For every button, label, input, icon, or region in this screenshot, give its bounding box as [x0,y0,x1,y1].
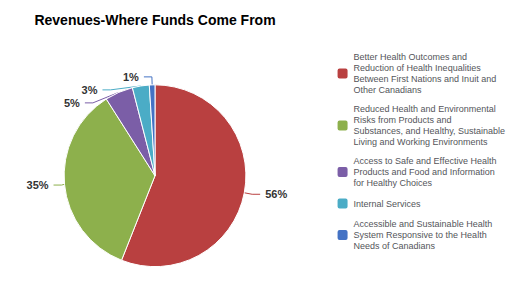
svg-text:Products and Food and Informat: Products and Food and Information [354,167,495,177]
svg-text:Access to Safe and Effective H: Access to Safe and Effective Health [354,156,497,166]
svg-text:Reduced Health and Environment: Reduced Health and Environmental [354,104,496,114]
svg-text:56%: 56% [265,188,287,200]
svg-text:Better Health Outcomes and: Better Health Outcomes and [354,52,468,62]
svg-text:Needs of Canadians: Needs of Canadians [354,241,436,251]
svg-text:Living and Working Environment: Living and Working Environments [354,137,488,147]
svg-text:System Responsive to the Healt: System Responsive to the Health [354,230,487,240]
svg-text:Revenues-Where Funds Come From: Revenues-Where Funds Come From [34,12,275,28]
svg-text:35%: 35% [27,179,49,191]
svg-text:Accessible and Sustainable Hea: Accessible and Sustainable Health [354,219,493,229]
svg-text:Risks from Products and: Risks from Products and [354,115,452,125]
svg-text:Internal Services: Internal Services [354,199,422,209]
svg-text:Reduction of Health Inequaliti: Reduction of Health Inequalities [354,63,482,73]
svg-text:1%: 1% [123,71,139,83]
svg-text:5%: 5% [64,97,80,109]
svg-text:Other Canadians: Other Canadians [354,85,423,95]
svg-text:for Healthy Choices: for Healthy Choices [354,178,433,188]
svg-text:Between First Nations and Inui: Between First Nations and Inuit and [354,74,497,84]
svg-text:Substances, and Healthy, Susta: Substances, and Healthy, Sustainable [354,126,505,136]
svg-text:3%: 3% [82,84,98,96]
